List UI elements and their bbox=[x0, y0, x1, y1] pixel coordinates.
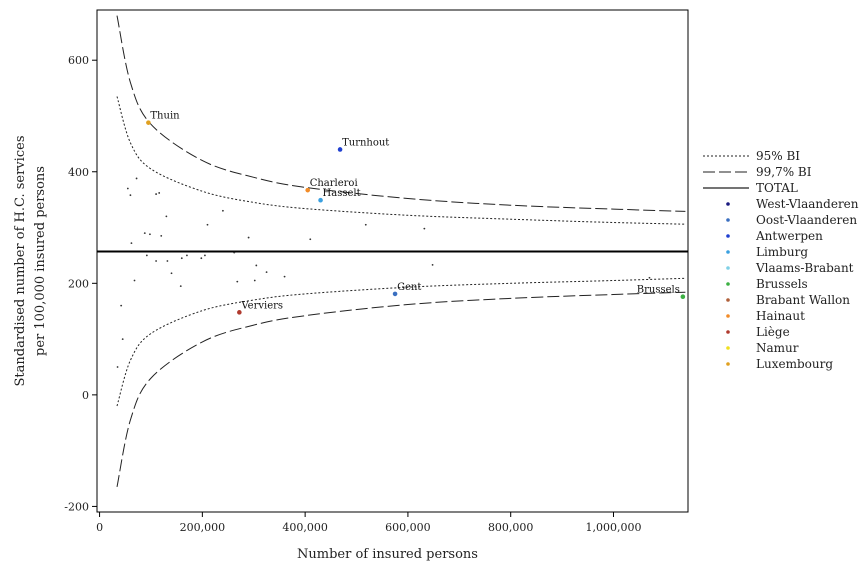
point-label-verviers: Verviers bbox=[240, 300, 283, 311]
data-point bbox=[253, 279, 256, 282]
data-point bbox=[129, 194, 132, 197]
data-point bbox=[255, 264, 258, 267]
x-tick-label: 800,000 bbox=[488, 521, 534, 534]
data-point bbox=[431, 264, 434, 266]
point-label-charleroi: Charleroi bbox=[310, 178, 358, 189]
data-point bbox=[145, 254, 148, 257]
legend-label: Namur bbox=[756, 341, 799, 355]
data-point bbox=[170, 272, 173, 275]
y-tick-label: -200 bbox=[64, 500, 89, 513]
legend: 95% BI 99,7% BI TOTAL West-Vlaanderen Oost-V… bbox=[703, 149, 859, 371]
data-point bbox=[133, 279, 136, 282]
legend-label: 99,7% BI bbox=[756, 165, 812, 179]
point-label-hasselt: Hasselt bbox=[323, 188, 361, 199]
legend-label: 95% BI bbox=[756, 149, 800, 163]
point-charleroi bbox=[305, 187, 311, 193]
x-tick-label: 1,000,000 bbox=[585, 521, 641, 534]
axes: 0 200,000 400,000 600,000 800,000 1,000,000 -2… bbox=[13, 9, 689, 562]
data-point bbox=[204, 254, 206, 257]
point-gent bbox=[392, 291, 398, 297]
point-turnhout bbox=[337, 147, 343, 152]
legend-marker bbox=[726, 234, 730, 238]
legend-label: Oost-Vlaanderen bbox=[756, 213, 857, 227]
point-label-thuin: Thuin bbox=[150, 111, 180, 122]
legend-label: Brabant Wallon bbox=[756, 293, 850, 307]
data-point bbox=[126, 187, 129, 190]
data-point bbox=[423, 227, 426, 230]
ci95-lower-line bbox=[116, 277, 686, 407]
point-verviers bbox=[237, 310, 242, 315]
data-point bbox=[265, 271, 268, 274]
data-point bbox=[206, 223, 209, 226]
data-point bbox=[648, 276, 651, 279]
data-point bbox=[364, 223, 367, 226]
data-point bbox=[135, 177, 138, 180]
legend-label: Vlaams-Brabant bbox=[755, 261, 854, 275]
legend-label: Luxembourg bbox=[756, 357, 833, 371]
legend-label: TOTAL bbox=[756, 181, 798, 195]
data-point bbox=[222, 209, 224, 212]
point-label-brussels: Brussels bbox=[637, 285, 680, 296]
legend-marker bbox=[726, 346, 730, 350]
legend-marker bbox=[726, 250, 730, 254]
y-tick-label: 600 bbox=[68, 54, 89, 67]
data-point bbox=[155, 193, 158, 195]
data-point bbox=[247, 236, 250, 239]
legend-marker bbox=[726, 282, 730, 286]
legend-marker bbox=[726, 330, 730, 334]
data-point bbox=[149, 233, 151, 236]
ci997-upper-line bbox=[116, 15, 686, 212]
x-tick-label: 400,000 bbox=[282, 521, 328, 534]
legend-marker bbox=[726, 218, 730, 222]
point-label-gent: Gent bbox=[397, 282, 421, 293]
ci95-upper-line bbox=[116, 96, 686, 225]
legend-marker bbox=[726, 298, 730, 302]
data-point bbox=[180, 257, 183, 260]
data-point bbox=[165, 215, 168, 218]
data-point bbox=[116, 366, 119, 368]
data-point bbox=[121, 338, 124, 340]
y-tick-label: 0 bbox=[82, 389, 89, 402]
data-point bbox=[166, 260, 169, 262]
ci997-lower-line bbox=[116, 291, 686, 488]
data-point bbox=[186, 254, 188, 257]
y-axis-label-line1: Standardised number of H.C. services bbox=[13, 136, 28, 387]
x-tick-label: 600,000 bbox=[385, 521, 431, 534]
point-label-turnhout: Turnhout bbox=[342, 137, 389, 148]
legend-label: Limburg bbox=[756, 245, 808, 259]
x-tick-label: 200,000 bbox=[180, 521, 226, 534]
legend-marker bbox=[726, 314, 730, 318]
legend-label: Liège bbox=[756, 325, 790, 339]
data-point bbox=[179, 285, 182, 287]
x-tick-label: 0 bbox=[96, 521, 103, 534]
data-point bbox=[158, 192, 161, 194]
data-point bbox=[130, 242, 133, 245]
legend-marker bbox=[726, 266, 730, 270]
y-axis-label-line2: per 100,000 insured persons bbox=[33, 166, 48, 356]
point-hasselt bbox=[318, 197, 323, 203]
data-point bbox=[120, 304, 123, 307]
data-point bbox=[155, 260, 158, 262]
point-thuin bbox=[146, 120, 151, 125]
legend-label: Brussels bbox=[756, 277, 808, 291]
legend-label: Antwerpen bbox=[755, 229, 823, 243]
data-point bbox=[236, 280, 239, 283]
y-tick-label: 400 bbox=[68, 166, 89, 179]
data-point bbox=[283, 275, 286, 278]
data-point bbox=[200, 257, 203, 260]
legend-label: West-Vlaanderen bbox=[756, 197, 859, 211]
data-point bbox=[309, 238, 312, 241]
plot-frame bbox=[96, 9, 689, 513]
data-point bbox=[143, 232, 146, 235]
data-point bbox=[160, 235, 163, 237]
data-point bbox=[233, 251, 236, 254]
legend-marker bbox=[726, 362, 730, 366]
legend-label: Hainaut bbox=[756, 309, 805, 323]
x-axis-label: Number of insured persons bbox=[297, 547, 478, 562]
y-tick-label: 200 bbox=[68, 277, 89, 290]
legend-marker bbox=[726, 202, 730, 206]
point-brussels bbox=[680, 294, 686, 299]
